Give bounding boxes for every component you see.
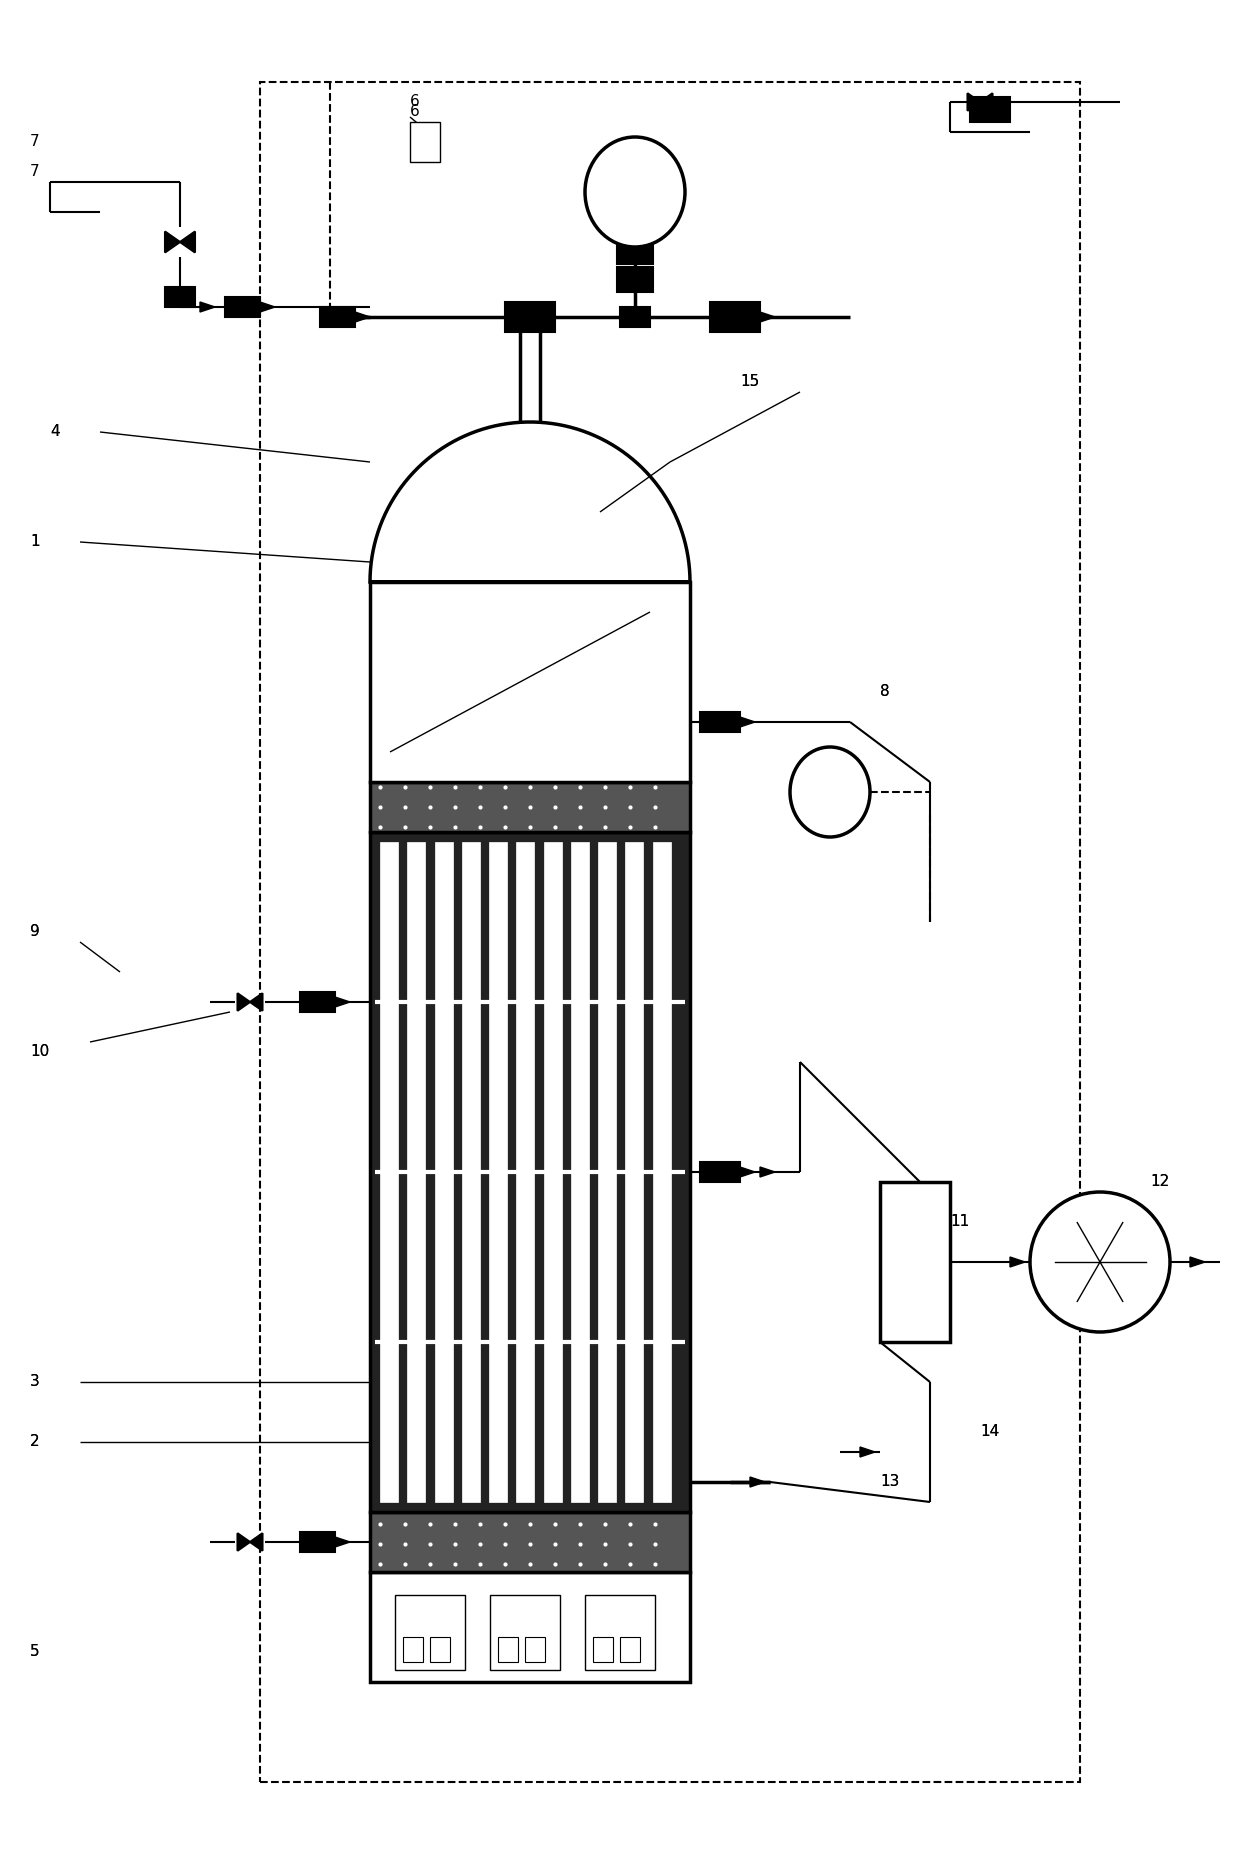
Bar — [461, 842, 480, 1503]
Bar — [300, 1532, 335, 1553]
Polygon shape — [238, 1532, 250, 1551]
Text: 15: 15 — [740, 374, 759, 389]
Polygon shape — [250, 1532, 263, 1551]
Bar — [970, 97, 1011, 123]
Bar — [505, 302, 556, 331]
Polygon shape — [750, 1477, 765, 1488]
Polygon shape — [180, 231, 195, 253]
Polygon shape — [967, 93, 980, 110]
Bar — [543, 842, 562, 1503]
Polygon shape — [760, 313, 775, 322]
Bar — [370, 782, 689, 832]
Text: 1: 1 — [30, 534, 40, 549]
Polygon shape — [740, 717, 755, 726]
Bar — [620, 1637, 640, 1663]
Polygon shape — [355, 313, 370, 322]
Ellipse shape — [1030, 1192, 1171, 1331]
Bar — [260, 82, 1080, 1782]
Bar — [701, 1162, 740, 1182]
Bar — [618, 238, 653, 264]
Bar — [593, 1637, 613, 1663]
Bar — [711, 302, 760, 331]
Bar — [618, 266, 653, 292]
Bar — [498, 1637, 518, 1663]
Text: 9: 9 — [30, 925, 40, 940]
Text: 5: 5 — [30, 1644, 40, 1659]
Polygon shape — [1190, 1257, 1205, 1266]
Text: 2: 2 — [30, 1434, 40, 1449]
Text: 5: 5 — [30, 1644, 40, 1659]
Polygon shape — [370, 423, 689, 583]
Bar — [570, 842, 589, 1503]
Text: 6: 6 — [410, 95, 420, 110]
Ellipse shape — [585, 138, 684, 248]
Polygon shape — [980, 93, 992, 110]
Bar — [224, 298, 260, 317]
Text: 3: 3 — [30, 1374, 40, 1389]
Bar — [598, 842, 616, 1503]
Text: 9: 9 — [30, 925, 40, 940]
Text: 13: 13 — [880, 1475, 899, 1490]
Text: 15: 15 — [740, 374, 759, 389]
Polygon shape — [1011, 1257, 1025, 1266]
Bar — [370, 1572, 689, 1681]
Text: 6: 6 — [410, 104, 420, 119]
Bar — [403, 1637, 423, 1663]
Bar — [370, 832, 689, 1512]
Bar — [407, 842, 425, 1503]
Polygon shape — [260, 302, 275, 313]
Bar — [370, 1512, 689, 1572]
Bar — [620, 307, 650, 328]
Bar — [300, 992, 335, 1013]
Polygon shape — [165, 231, 180, 253]
Ellipse shape — [790, 747, 870, 838]
Bar — [430, 1637, 450, 1663]
Bar — [370, 583, 689, 782]
Bar — [489, 842, 507, 1503]
Text: 3: 3 — [30, 1374, 40, 1389]
Bar — [625, 842, 644, 1503]
Text: 8: 8 — [880, 685, 889, 700]
Text: 11: 11 — [950, 1214, 970, 1229]
Bar — [410, 123, 440, 162]
Polygon shape — [200, 302, 215, 313]
Bar — [585, 1596, 655, 1670]
Text: 1: 1 — [30, 534, 40, 549]
Bar — [516, 842, 534, 1503]
Bar — [320, 307, 355, 328]
Bar — [434, 842, 453, 1503]
Text: 10: 10 — [30, 1045, 50, 1059]
Bar — [652, 842, 671, 1503]
Polygon shape — [861, 1447, 875, 1456]
Bar — [165, 287, 195, 307]
Polygon shape — [760, 1167, 775, 1177]
Text: 12: 12 — [1149, 1175, 1169, 1190]
Text: 14: 14 — [980, 1424, 999, 1439]
Polygon shape — [250, 992, 263, 1011]
Text: 2: 2 — [30, 1434, 40, 1449]
Text: 7: 7 — [30, 164, 40, 179]
Bar — [396, 1596, 465, 1670]
Bar — [490, 1596, 560, 1670]
Text: 11: 11 — [950, 1214, 970, 1229]
Text: 4: 4 — [50, 425, 60, 439]
Bar — [701, 711, 740, 732]
Polygon shape — [740, 1167, 755, 1177]
Text: 7: 7 — [30, 134, 40, 149]
Bar — [379, 842, 398, 1503]
Text: 10: 10 — [30, 1045, 50, 1059]
Bar — [525, 1637, 546, 1663]
Polygon shape — [335, 1536, 350, 1547]
Bar — [880, 1182, 950, 1343]
Text: 8: 8 — [880, 685, 889, 700]
Text: 13: 13 — [880, 1475, 899, 1490]
Polygon shape — [335, 996, 350, 1007]
Polygon shape — [238, 992, 250, 1011]
Text: 14: 14 — [980, 1424, 999, 1439]
Text: 4: 4 — [50, 425, 60, 439]
Text: 12: 12 — [1149, 1175, 1169, 1190]
